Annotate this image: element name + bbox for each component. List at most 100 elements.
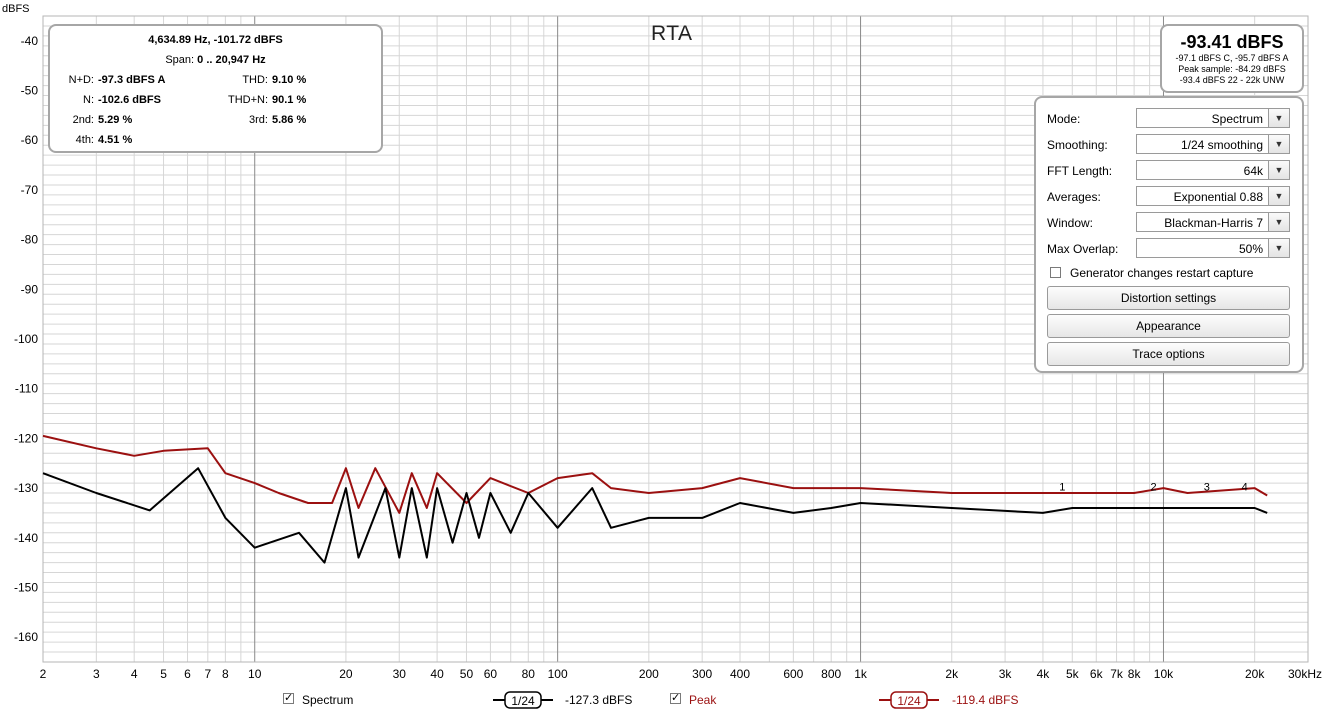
averages-select[interactable]: Exponential 0.88 ▼ [1136,186,1290,206]
x-tick-label: 5k [1066,667,1080,681]
x-tick-label: 400 [730,667,750,681]
x-tick-label: 2k [945,667,959,681]
x-tick-label: 10 [248,667,262,681]
fft-length-select[interactable]: 64k ▼ [1136,160,1290,180]
x-tick-label: 6 [184,667,191,681]
x-tick-label: 600 [783,667,803,681]
peak-smoothing-label: 1/24 [897,694,921,708]
x-tick-label: 40 [430,667,444,681]
harmonic-markers: 1 2 3 4 [1059,482,1247,494]
spectrum-legend-label[interactable]: Spectrum [302,693,354,707]
chart-series [42,434,1268,564]
smoothing-select[interactable]: 1/24 smoothing ▼ [1136,134,1290,154]
averages-label: Averages: [1047,190,1101,204]
max-overlap-label: Max Overlap: [1047,242,1119,256]
appearance-button[interactable]: Appearance [1047,314,1290,338]
window-value: Blackman-Harris 7 [1164,216,1263,230]
level-unweighted-line: -93.4 dBFS 22 - 22k UNW [1179,75,1285,85]
x-tick-label: 6k [1090,667,1104,681]
chevron-down-icon[interactable]: ▼ [1268,109,1289,127]
cursor-readout: 4,634.89 Hz, -101.72 dBFS [148,34,283,46]
h2-value: 5.29 % [98,114,133,126]
peak-trace [42,434,1268,514]
harmonic-marker: 2 [1150,482,1156,494]
mode-value: Spectrum [1211,112,1263,126]
x-tick-label: 300 [692,667,712,681]
chevron-down-icon[interactable]: ▼ [1268,161,1289,179]
distortion-settings-button[interactable]: Distortion settings [1047,286,1290,310]
spectrum-line-swatch-icon[interactable]: 1/24 [493,690,553,710]
nd-value: -97.3 dBFS A [98,74,166,86]
y-tick-label: -100 [14,332,38,346]
h3-label: 3rd: [249,114,268,126]
x-tick-label: 8 [222,667,229,681]
y-unit-label: dBFS [2,3,30,15]
peak-level-value: -119.4 dBFS [952,693,1019,707]
chevron-down-icon[interactable]: ▼ [1268,187,1289,205]
x-tick-label: 7k [1110,667,1124,681]
window-label: Window: [1047,216,1094,230]
n-label: N: [83,94,94,106]
x-axis-labels: 2 3 4 5 6 7 8 10 20 30 40 50 60 80 100 200 300 400 600 800 1… [40,667,1266,681]
x-tick-label: 4 [131,667,138,681]
y-tick-label: -110 [15,382,38,396]
y-tick-label: -150 [14,580,38,594]
spectrum-checkbox[interactable] [283,691,294,704]
level-peak-line: Peak sample: -84.29 dBFS [1178,64,1286,74]
generator-restart-label: Generator changes restart capture [1070,266,1254,280]
chevron-down-icon[interactable]: ▼ [1268,213,1289,231]
averages-row: Averages: Exponential 0.88 ▼ [1047,186,1291,208]
trace-options-button[interactable]: Trace options [1047,342,1290,366]
spectrum-trace [42,467,1268,564]
x-tick-label: 200 [639,667,659,681]
smoothing-value: 1/24 smoothing [1180,138,1263,152]
x-tick-label: 20k [1245,667,1265,681]
peak-checkbox[interactable] [670,691,681,704]
x-tick-label: 20 [339,667,353,681]
peak-line-swatch-icon[interactable]: 1/24 [879,690,939,710]
max-overlap-select[interactable]: 50% ▼ [1136,238,1290,258]
x-tick-label: 80 [522,667,536,681]
y-axis-labels: -40 -50 -60 -70 -80 -90 -100 -110 -120 -130 -140 -1… [14,34,38,644]
mode-label: Mode: [1047,112,1081,126]
fft-length-value: 64k [1243,164,1263,178]
thdn-value: 90.1 % [272,94,307,106]
n-value: -102.6 dBFS [98,94,161,106]
x-tick-label: 30 [393,667,407,681]
span-line: Span: 0 .. 20,947 Hz [50,54,381,66]
y-tick-label: -60 [21,133,39,147]
window-select[interactable]: Blackman-Harris 7 ▼ [1136,212,1290,232]
chart-title: RTA [651,22,693,45]
generator-restart-checkbox[interactable] [1050,267,1061,278]
y-tick-label: -160 [14,630,38,644]
y-tick-label: -120 [14,431,38,445]
y-tick-label: -130 [14,481,38,495]
x-tick-label: 7 [204,667,211,681]
y-tick-label: -90 [21,282,39,296]
rta-controls-panel: Mode: Spectrum ▼ Smoothing: 1/24 smoothi… [1034,96,1304,373]
averages-value: Exponential 0.88 [1173,190,1263,204]
cursor-info-panel: 4,634.89 Hz, -101.72 dBFS Span: 0 .. 20,… [48,24,383,153]
mode-select[interactable]: Spectrum ▼ [1136,108,1290,128]
chevron-down-icon[interactable]: ▼ [1268,135,1289,153]
harmonic-marker: 4 [1242,482,1248,494]
h4-label: 4th: [75,134,94,146]
x-tick-label: 2 [40,667,47,681]
chevron-down-icon[interactable]: ▼ [1268,239,1289,257]
thd-label: THD: [242,74,268,86]
level-weighted-line: -97.1 dBFS C, -95.7 dBFS A [1175,53,1289,63]
peak-legend-label[interactable]: Peak [689,693,717,707]
x-tick-label: 3k [999,667,1013,681]
max-overlap-value: 50% [1238,242,1263,256]
spectrum-smoothing-label: 1/24 [511,694,535,708]
thdn-label: THD+N: [227,94,268,106]
fft-length-label: FFT Length: [1047,164,1113,178]
fft-length-row: FFT Length: 64k ▼ [1047,160,1291,182]
level-meter-panel[interactable]: -93.41 dBFS -97.1 dBFS C, -95.7 dBFS A P… [1160,24,1304,93]
generator-restart-row[interactable]: Generator changes restart capture [1050,266,1300,282]
spectrum-level-value: -127.3 dBFS [565,693,633,707]
x-tick-label: 10k [1154,667,1174,681]
y-tick-label: -140 [14,531,38,545]
span-value: 0 .. 20,947 Hz [197,54,266,66]
level-main-value: -93.41 dBFS [1180,32,1284,52]
